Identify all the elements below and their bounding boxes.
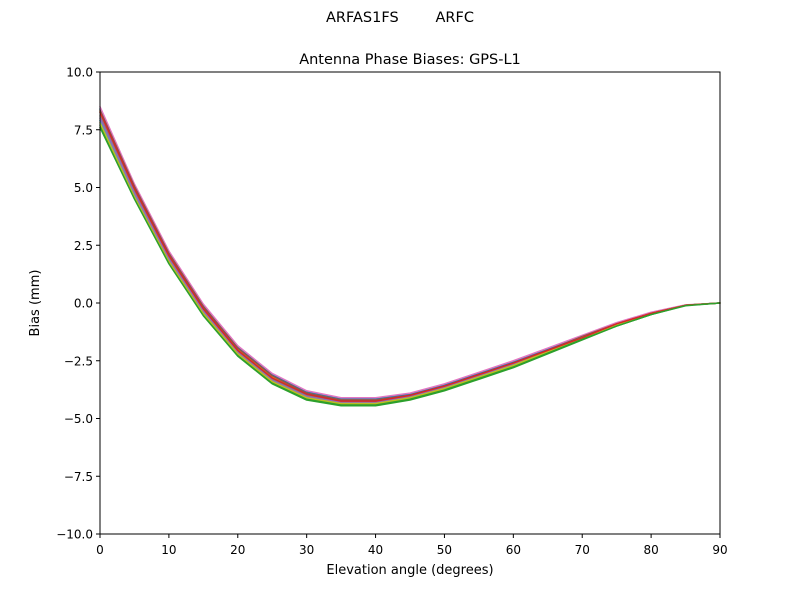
y-tick-label: −7.5: [64, 470, 93, 484]
series-line-1: [99, 108, 721, 400]
y-tick-label: −10.0: [56, 528, 93, 542]
y-tick-label: 0.0: [74, 297, 93, 311]
y-axis-label: Bias (mm): [28, 270, 43, 337]
y-axis: −10.0 −7.5 −5.0 −2.5 0.0 2.5 5.0 7.5 10.0: [56, 66, 100, 542]
chart-title: Antenna Phase Biases: GPS-L1: [299, 52, 521, 68]
x-tick-label: 80: [643, 543, 658, 557]
y-tick-label: 2.5: [74, 239, 93, 253]
x-tick-label: 50: [437, 543, 452, 557]
y-tick-label: −5.0: [64, 412, 93, 426]
x-tick-label: 20: [230, 543, 245, 557]
y-tick-label: 10.0: [66, 66, 93, 80]
x-tick-label: 40: [368, 543, 383, 557]
x-tick-label: 10: [161, 543, 176, 557]
series-line-11: [99, 126, 721, 407]
y-tick-label: −2.5: [64, 354, 93, 368]
x-tick-label: 30: [299, 543, 314, 557]
series-line-7: [99, 117, 721, 404]
x-tick-label: 90: [712, 543, 727, 557]
series-line-3: [99, 105, 721, 399]
x-tick-label: 70: [575, 543, 590, 557]
x-tick-label: 0: [96, 543, 104, 557]
x-axis-label: Elevation angle (degrees): [326, 563, 493, 578]
y-tick-label: 7.5: [74, 123, 93, 137]
series-line-2: [99, 110, 721, 401]
series-layer: [99, 105, 721, 407]
plot-frame: [99, 71, 721, 535]
y-tick-label: 5.0: [74, 181, 93, 195]
x-tick-label: 60: [506, 543, 521, 557]
series-line-4: [99, 109, 721, 401]
series-line-5: [99, 115, 721, 404]
series-line-9: [99, 122, 721, 405]
x-axis: 0 10 20 30 40 50 60 70 80 90: [96, 534, 728, 557]
figure-suptitle: ARFAS1FS ARFC: [326, 10, 474, 26]
series-line-10: [99, 111, 721, 402]
series-line-8: [99, 124, 721, 406]
series-line-6: [99, 119, 721, 405]
